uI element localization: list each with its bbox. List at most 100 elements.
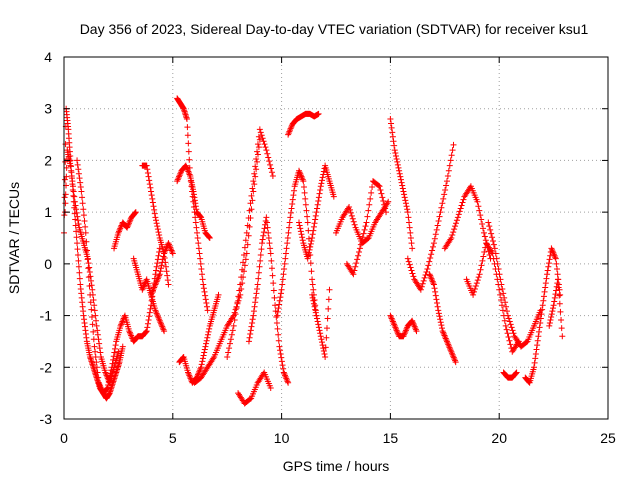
data-point [548,314,555,321]
data-point [552,291,559,298]
data-point [156,316,163,323]
data-point [156,272,163,279]
data-point [493,255,500,262]
data-point [147,305,154,312]
data-point [268,265,275,272]
data-point [159,259,166,266]
data-point [185,140,192,147]
data-point [95,379,102,386]
data-point [196,250,203,257]
data-point [205,328,212,335]
data-point [284,240,291,247]
data-point [444,172,451,179]
data-point [312,216,319,223]
data-point [366,201,373,208]
data-point [254,148,261,155]
data-point [85,265,92,272]
data-point [346,203,353,210]
series-arc-13 [235,369,274,407]
data-point [273,319,280,326]
data-point [365,207,372,214]
data-point [435,310,442,317]
data-point [154,226,161,233]
data-point [325,305,332,312]
data-point [157,268,164,275]
series-arc-24 [426,271,459,366]
data-point [249,319,256,326]
y-tick-labels: -3 -2 -1 0 1 2 3 4 [40,49,53,427]
data-point [80,206,87,213]
data-point [532,355,539,362]
data-point [86,264,93,271]
data-point [320,348,327,355]
data-point [452,223,459,230]
data-point [554,266,561,273]
data-point [544,271,551,278]
series-arc-14 [245,214,292,386]
data-point [97,349,104,356]
data-point [384,200,391,207]
data-point [152,307,159,314]
data-point [394,328,401,335]
data-point [199,358,206,365]
data-point [258,132,265,139]
data-point [284,378,291,385]
data-point [551,252,558,259]
y-tick-label: -2 [40,359,53,375]
data-point [183,116,190,123]
data-point [266,158,273,165]
data-point [248,192,255,199]
data-point [201,288,208,295]
data-point [313,209,320,216]
data-point [437,316,444,323]
data-point [153,278,160,285]
data-point [558,317,565,324]
series-arc-4 [111,209,139,252]
data-point [79,194,86,201]
data-point [358,237,365,244]
data-point [449,232,456,239]
data-point [507,321,514,328]
data-point [96,345,103,352]
data-point [116,226,123,233]
data-point [496,271,503,278]
data-point [387,312,394,319]
x-tick-label: 15 [383,430,399,446]
data-point [435,307,442,314]
data-point [492,250,499,257]
data-point [317,183,324,190]
data-point [236,287,243,294]
data-point [149,288,156,295]
series-arc-18 [309,286,333,360]
data-point [550,249,557,256]
data-point [402,328,409,335]
data-point [139,285,146,292]
data-point [309,231,316,238]
data-point [233,305,240,312]
data-point [548,311,555,318]
data-point [127,217,134,224]
data-point [277,290,284,297]
data-point [554,271,561,278]
x-tick-label: 10 [274,430,290,446]
data-point [156,271,163,278]
data-point [534,337,541,344]
data-point [260,232,267,239]
data-point [557,308,564,315]
data-point [494,260,501,267]
y-tick-label: -3 [40,411,53,427]
data-point [74,217,81,224]
data-point [552,254,559,261]
data-point [315,194,322,201]
data-point [147,184,154,191]
data-point [406,219,413,226]
data-point [427,274,434,281]
data-point [145,173,152,180]
data-point [146,309,153,316]
data-point [186,156,193,163]
data-point [265,154,272,161]
x-axis-label: GPS time / hours [283,458,390,474]
series-arc-12 [224,126,276,360]
data-point [547,317,554,324]
data-point [237,281,244,288]
